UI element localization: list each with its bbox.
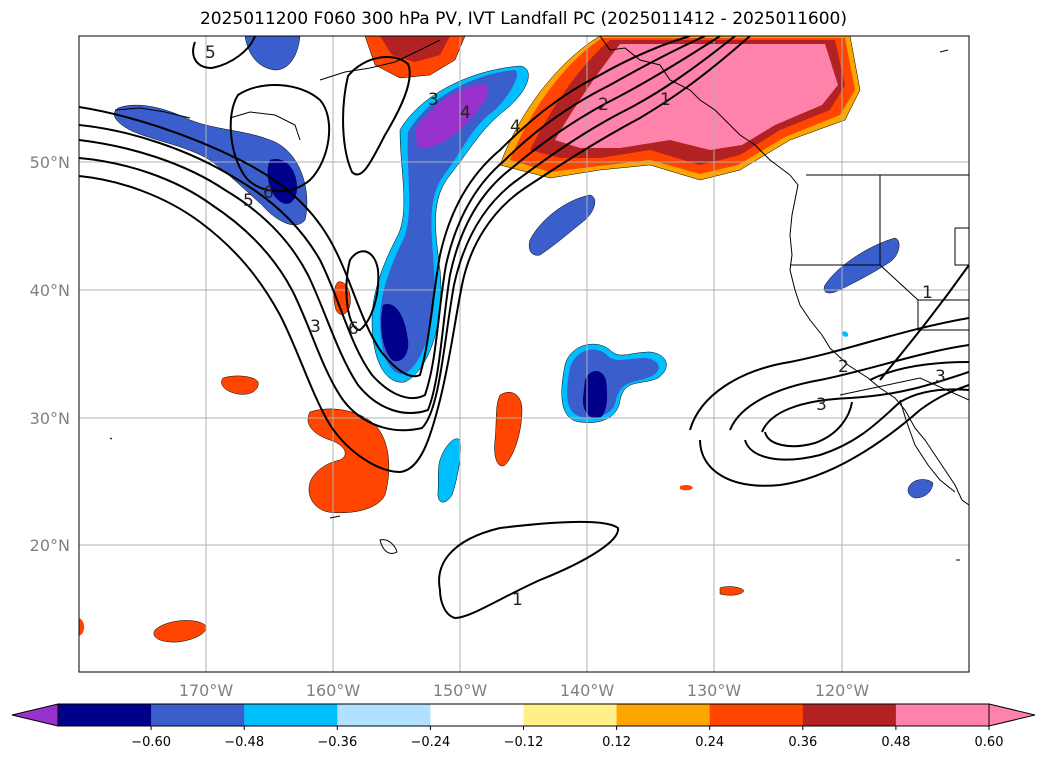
contour-label: 5 [205, 43, 216, 63]
lon-label: 150°W [433, 681, 488, 700]
colorbar-tick-label: −0.48 [224, 735, 264, 750]
contour-label: 2 [838, 357, 849, 377]
colorbar-segment [523, 704, 618, 726]
lat-label: 40°N [30, 281, 70, 300]
colorbar-tick-label: 0.24 [695, 735, 724, 750]
colorbar-extend-max [988, 703, 1036, 727]
lat-label: 20°N [30, 536, 70, 555]
map-title: 2025011200 F060 300 hPa PV, IVT Landfall… [199, 9, 847, 29]
contour-label: 3 [816, 395, 827, 415]
positive-anomaly-shading [79, 36, 861, 643]
contour-label: 6 [263, 183, 274, 203]
colorbar-segment [895, 704, 990, 726]
colorbar-segment [244, 704, 338, 726]
contour-label: 4 [460, 103, 471, 123]
lat-label: 50°N [30, 153, 70, 172]
pv-contour-labels: 5 4 4 3 2 1 5 6 6 3 1 3 2 3 1 [205, 43, 946, 610]
colorbar-segments [11, 703, 1036, 727]
colorbar-ticks: −0.60 −0.48 −0.36 −0.24 −0.12 0.12 0.24 0.36 0.4… [131, 726, 1003, 750]
lon-label: 120°W [815, 681, 870, 700]
lon-label: 160°W [306, 681, 361, 700]
lon-label: 140°W [560, 681, 615, 700]
colorbar-tick-label: −0.36 [317, 735, 357, 750]
latitude-labels: 50°N 40°N 30°N 20°N [30, 153, 70, 555]
colorbar-tick-label: 0.60 [975, 735, 1004, 750]
colorbar-segment [616, 704, 711, 726]
contour-label: 1 [660, 90, 671, 110]
map-frame [78, 35, 970, 673]
colorbar-tick-label: 0.48 [881, 735, 910, 750]
colorbar: −0.60 −0.48 −0.36 −0.24 −0.12 0.12 0.24 0.36 0.4… [11, 703, 1036, 750]
contour-label: 1 [922, 283, 933, 303]
lon-label: 170°W [179, 681, 234, 700]
lon-label: 130°W [687, 681, 742, 700]
contour-label: 3 [935, 367, 946, 387]
colorbar-tick-label: 0.12 [602, 735, 631, 750]
colorbar-tick-label: −0.60 [131, 735, 171, 750]
lat-label: 30°N [30, 409, 70, 428]
colorbar-segment [151, 704, 245, 726]
contour-label: 6 [348, 319, 359, 339]
colorbar-segment [430, 704, 524, 726]
colorbar-segment [58, 704, 152, 726]
pv-contours [79, 36, 969, 620]
gridlines [79, 36, 969, 672]
contour-label: 3 [428, 90, 439, 110]
colorbar-tick-label: −0.24 [410, 735, 450, 750]
colorbar-segment [337, 704, 431, 726]
colorbar-segment [802, 704, 897, 726]
negative-anomaly-shading [114, 36, 934, 503]
contour-label: 5 [243, 191, 254, 211]
longitude-labels: 170°W 160°W 150°W 140°W 130°W 120°W [179, 681, 870, 700]
map-plot-area: 5 4 4 3 2 1 5 6 6 3 1 3 2 3 1 [79, 36, 969, 672]
coastlines [109, 36, 969, 561]
colorbar-tick-label: 0.36 [788, 735, 817, 750]
contour-label: 1 [512, 590, 523, 610]
contour-label: 4 [510, 117, 521, 137]
contour-label: 2 [598, 95, 609, 115]
contour-label: 3 [310, 317, 321, 337]
colorbar-extend-min [11, 703, 59, 727]
colorbar-segment [709, 704, 804, 726]
colorbar-tick-label: −0.12 [504, 735, 544, 750]
